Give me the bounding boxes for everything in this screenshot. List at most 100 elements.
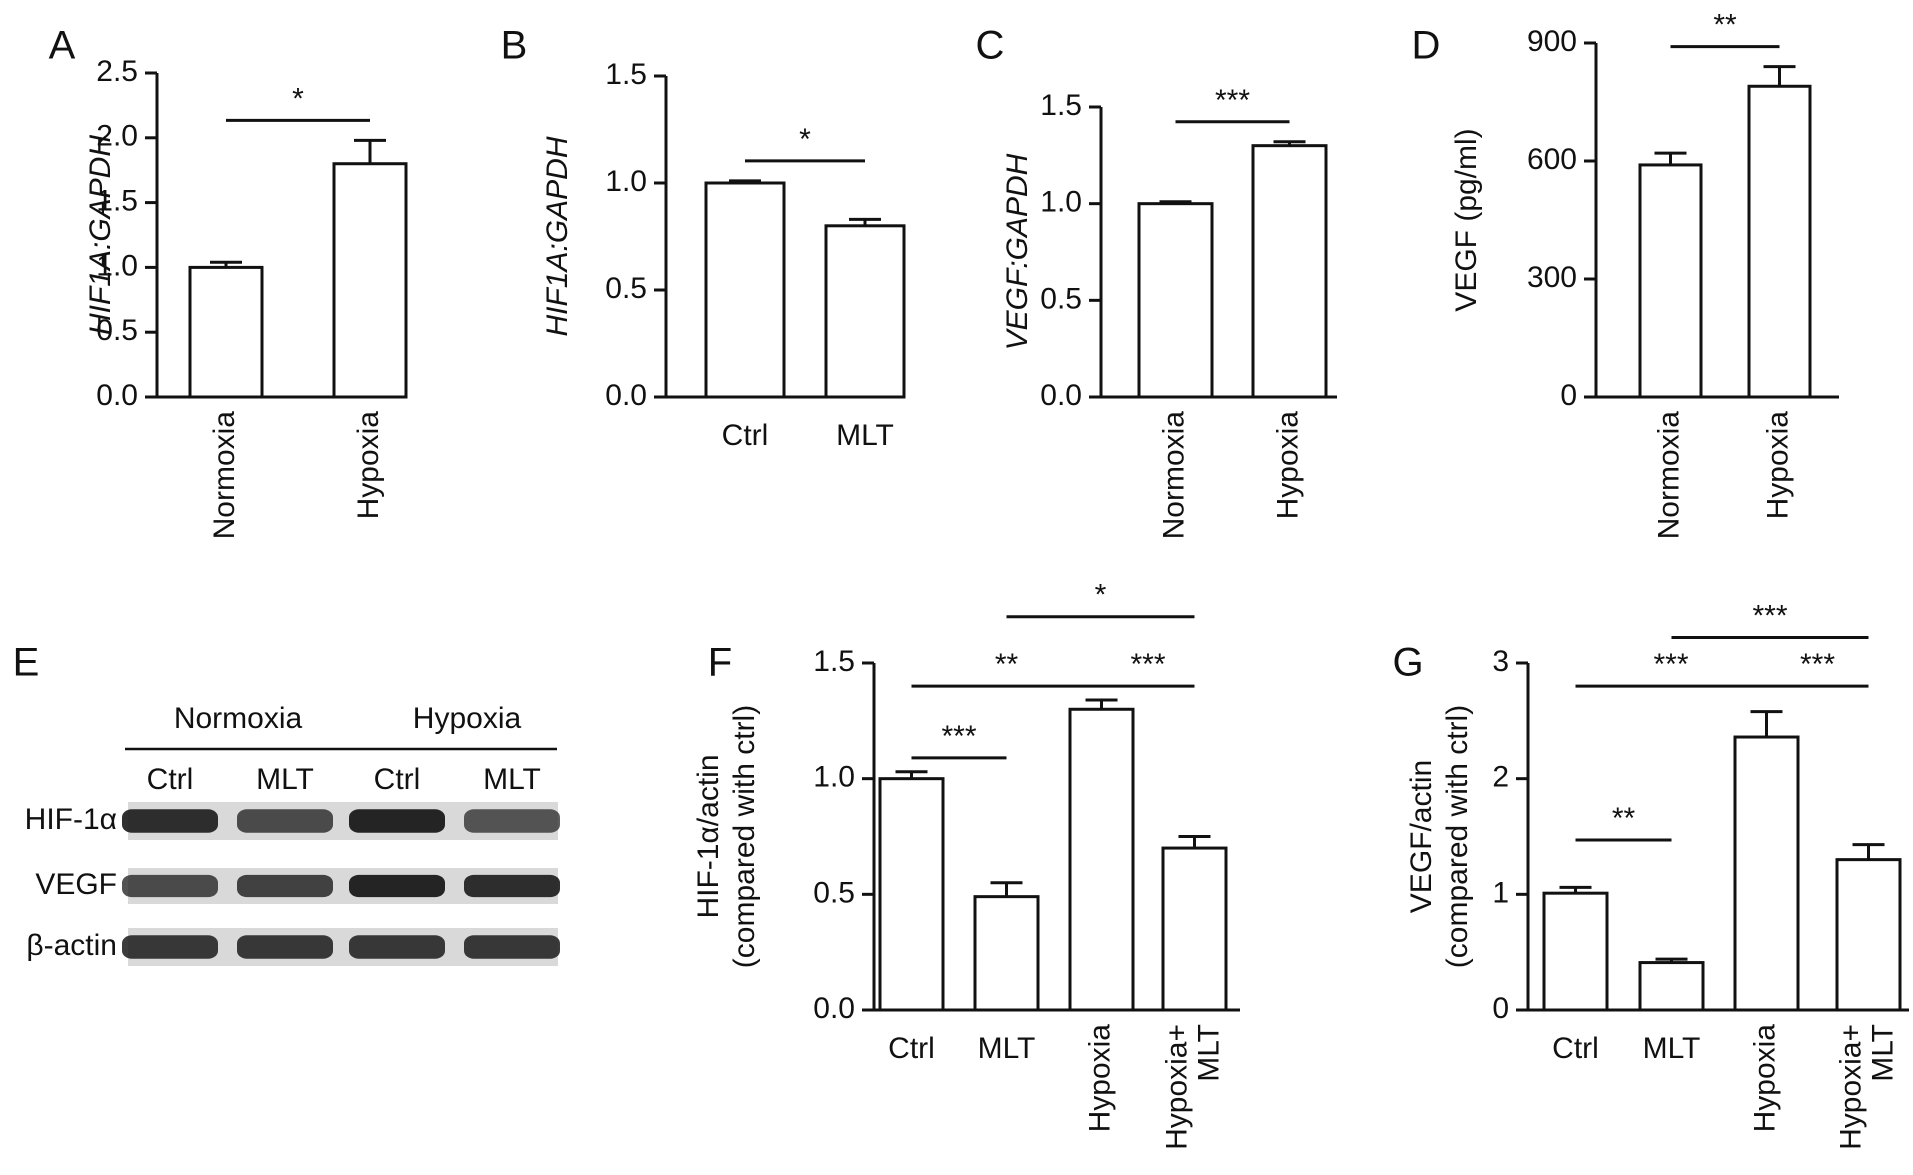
blot-group-label: Hypoxia [413, 702, 522, 735]
significance-label: ** [995, 648, 1019, 681]
y-tick-label: 1.5 [813, 645, 855, 678]
y-axis-label: VEGF:GAPDH [1001, 153, 1034, 350]
x-tick-label-line: Hypoxia [1748, 1024, 1781, 1133]
blot-band [122, 935, 218, 959]
blot-band [237, 935, 333, 959]
blot-lane-label: Ctrl [374, 763, 421, 796]
bar-1 [973, 895, 1040, 1012]
y-tick-label: 2.5 [96, 55, 138, 88]
bar-2 [1733, 735, 1800, 1012]
significance-label: * [1095, 579, 1107, 612]
y-tick-label: 0.0 [1040, 379, 1082, 412]
y-tick-label: 600 [1527, 143, 1577, 176]
y-tick-label: 0.0 [605, 379, 647, 412]
significance-label: *** [941, 720, 976, 753]
x-tick-label-line: Normoxia [1157, 411, 1190, 540]
y-axis-label-line: HIF1A:GAPDH [84, 135, 117, 335]
bar-0 [1137, 202, 1214, 399]
y-tick-label: 0.5 [813, 876, 855, 909]
blot-band [464, 935, 560, 959]
bar-1 [824, 224, 906, 399]
bar-1 [1638, 961, 1705, 1012]
y-tick-label: 1 [1492, 876, 1509, 909]
x-tick-label-line: MLT [1866, 1024, 1899, 1082]
y-tick-label: 0.0 [813, 992, 855, 1025]
blot-row-label: β-actin [26, 929, 117, 962]
y-tick-label: 0 [1492, 992, 1509, 1025]
bar-3 [1161, 846, 1228, 1012]
x-tick-label-line: Hypoxia+ [1160, 1024, 1193, 1150]
significance-label: *** [1752, 600, 1787, 633]
y-tick-label: 900 [1527, 25, 1577, 58]
y-axis-label-line: VEGF:GAPDH [1001, 153, 1034, 350]
blot-band [122, 874, 218, 898]
y-tick-label: 3 [1492, 645, 1509, 678]
x-tick-label: Hypoxia [1761, 411, 1794, 520]
bar-0 [188, 265, 264, 399]
y-tick-label: 1.5 [96, 185, 138, 218]
y-tick-label: 0 [1560, 379, 1577, 412]
blot-lane-label: MLT [483, 763, 541, 796]
significance-label: *** [1130, 648, 1165, 681]
x-tick-label: Hypoxia [352, 411, 385, 520]
blot-lane-label: Ctrl [147, 763, 194, 796]
significance-label: * [292, 82, 304, 115]
panel-letter-c: C [976, 24, 1005, 68]
x-tick-label-line: Normoxia [208, 411, 241, 540]
y-tick-label: 1.0 [96, 249, 138, 282]
y-tick-label: 0.0 [96, 379, 138, 412]
y-tick-label: 1.0 [1040, 186, 1082, 219]
x-tick-label-line: Hypoxia [1271, 411, 1304, 520]
x-tick-label: MLT [1643, 1032, 1701, 1065]
y-tick-label: 300 [1527, 261, 1577, 294]
x-tick-label-line: Hypoxia [1761, 411, 1794, 520]
x-tick-label: MLT [978, 1032, 1036, 1065]
blot-band [464, 874, 560, 898]
y-tick-label: 1.5 [1040, 89, 1082, 122]
panel-letter-b: B [501, 24, 528, 68]
y-axis-label-line: VEGF/actin [1405, 760, 1438, 913]
panel-letter-d: D [1412, 24, 1441, 68]
x-tick-label: Ctrl [888, 1032, 935, 1065]
y-tick-label: 0.5 [605, 272, 647, 305]
bar-3 [1835, 858, 1902, 1012]
x-tick-label: Normoxia [1652, 411, 1685, 540]
blot-band [349, 874, 445, 898]
y-tick-label: 0.5 [96, 314, 138, 347]
bar-0 [1542, 891, 1609, 1012]
significance-label: *** [1653, 648, 1688, 681]
significance-label: ** [1713, 9, 1737, 42]
bar-1 [332, 162, 408, 399]
x-tick-label: Hypoxia+ MLT [1160, 1024, 1225, 1150]
y-tick-label: 2.0 [96, 120, 138, 153]
y-axis-label: HIF1A:GAPDH [541, 136, 574, 336]
blot-band [237, 809, 333, 833]
y-axis-label: VEGF/actin (compared with ctrl) [1405, 705, 1474, 968]
panel-letter-e: E [13, 641, 40, 685]
x-tick-label: Hypoxia+ MLT [1834, 1024, 1899, 1150]
bar-1 [1747, 84, 1812, 399]
y-tick-label: 2 [1492, 761, 1509, 794]
blot-row-label: VEGF [35, 868, 117, 901]
x-tick-label: Hypoxia [1083, 1024, 1116, 1133]
panel-g: G 0 1 2 3 VEGF/actin (compared with ctrl) Ctrl M… [1392, 600, 1909, 1150]
x-tick-label: Normoxia [1157, 411, 1190, 540]
blot-group-label: Normoxia [174, 702, 303, 735]
panel-letter-f: F [708, 641, 732, 685]
blot-band [349, 809, 445, 833]
y-axis-label: HIF1A:GAPDH [84, 135, 117, 335]
y-tick-label: 1.5 [605, 58, 647, 91]
x-tick-label: Hypoxia [1748, 1024, 1781, 1133]
panel-e: E Normoxia Hypoxia Ctrl MLT Ctrl MLT HIF-1α VEGF… [13, 641, 560, 966]
bar-0 [878, 777, 945, 1012]
blot-row-label: HIF-1α [25, 803, 117, 836]
panel-letter-g: G [1392, 641, 1423, 685]
bar-0 [704, 181, 786, 399]
bar-2 [1068, 707, 1135, 1012]
blot-band [122, 809, 218, 833]
blot-band [237, 874, 333, 898]
x-tick-label-line: Hypoxia [1083, 1024, 1116, 1133]
y-axis-label: VEGF (pg/ml) [1450, 128, 1483, 311]
